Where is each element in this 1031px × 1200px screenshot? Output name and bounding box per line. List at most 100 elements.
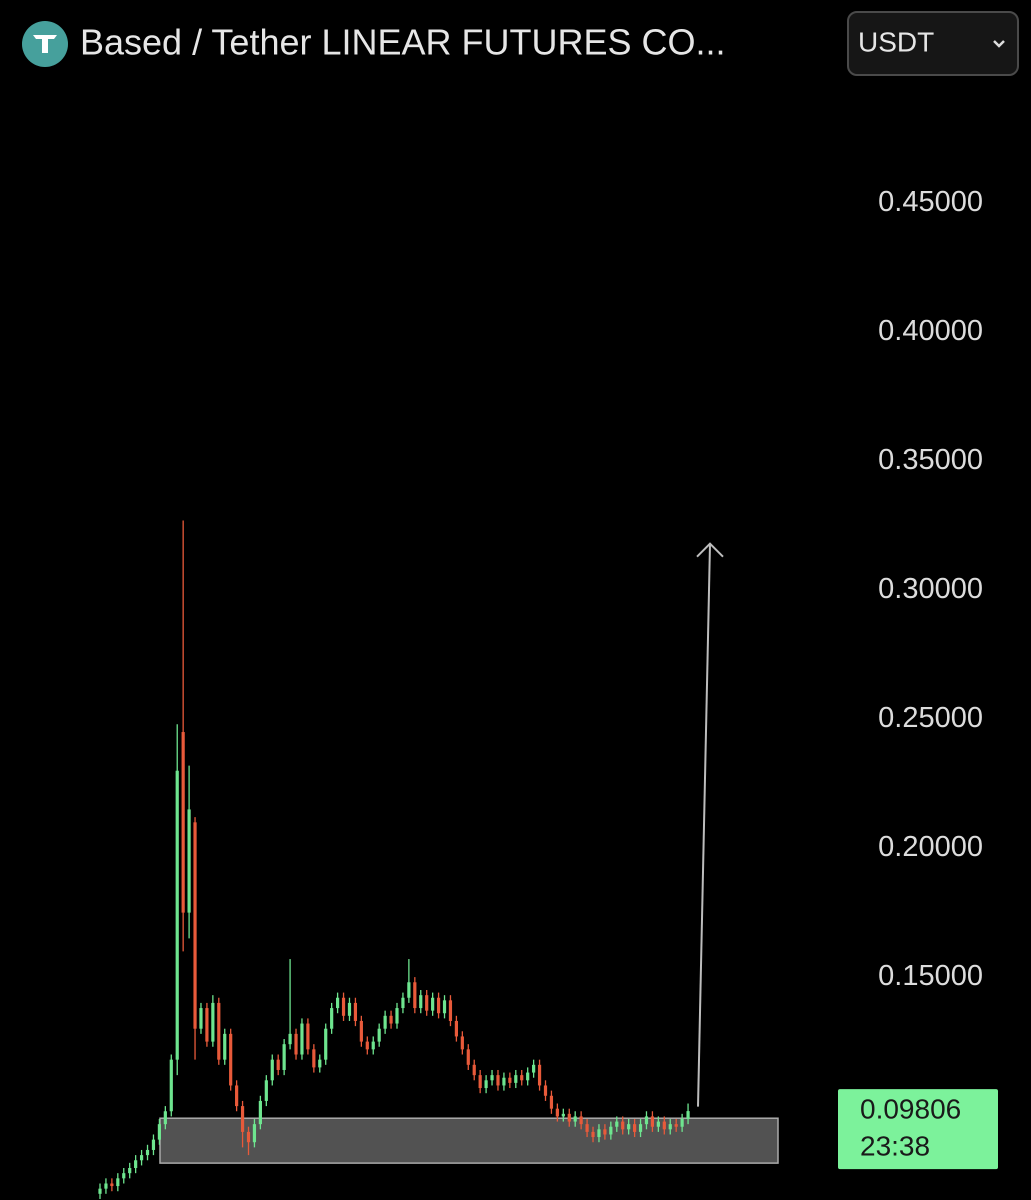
candle-body bbox=[484, 1080, 488, 1089]
candle-body bbox=[537, 1064, 542, 1086]
candle-body bbox=[555, 1108, 559, 1117]
candle-body bbox=[466, 1049, 470, 1065]
candle-body bbox=[270, 1059, 274, 1081]
candle-body bbox=[336, 997, 340, 1009]
candle-body bbox=[347, 1002, 352, 1016]
candle-body bbox=[246, 1131, 251, 1143]
header: Based / Tether LINEAR FUTURES CO... USDT bbox=[22, 11, 1019, 76]
candle-body bbox=[324, 1028, 328, 1060]
candle-body bbox=[496, 1075, 500, 1086]
candle-body bbox=[573, 1116, 577, 1122]
candle-body bbox=[151, 1139, 156, 1150]
candle-body bbox=[674, 1124, 678, 1127]
candle-body bbox=[169, 1059, 173, 1112]
candle-body bbox=[187, 809, 191, 913]
candle-body bbox=[294, 1033, 298, 1055]
candle-body bbox=[282, 1044, 286, 1070]
candle-body bbox=[312, 1049, 316, 1068]
candle-body bbox=[300, 1023, 304, 1055]
candle-body bbox=[478, 1075, 482, 1089]
y-tick-label: 0.30000 bbox=[878, 573, 983, 605]
candle-body bbox=[448, 1000, 453, 1021]
candle-body bbox=[668, 1124, 672, 1130]
price-tag bbox=[838, 1089, 998, 1170]
candle-body bbox=[567, 1113, 571, 1122]
candle-body bbox=[128, 1168, 132, 1174]
candle-body bbox=[514, 1075, 518, 1083]
candle-body bbox=[603, 1129, 607, 1135]
select-chevron[interactable] bbox=[993, 40, 1005, 48]
candle-body bbox=[359, 1020, 363, 1042]
candle-body bbox=[205, 1008, 209, 1042]
candle-body bbox=[532, 1064, 536, 1073]
candle-body bbox=[306, 1023, 310, 1050]
candle-body bbox=[199, 1008, 203, 1029]
candle-body bbox=[353, 1002, 358, 1021]
candle-body bbox=[680, 1118, 684, 1127]
candle-body bbox=[413, 982, 417, 1009]
candle-body bbox=[431, 997, 435, 1011]
candle-body bbox=[98, 1188, 102, 1194]
candle-body bbox=[229, 1033, 233, 1086]
candle-body bbox=[615, 1121, 619, 1127]
coin-logo-glyph bbox=[33, 35, 57, 53]
candle-body bbox=[258, 1100, 262, 1125]
candle-body bbox=[193, 822, 197, 1029]
candle-body bbox=[585, 1124, 589, 1132]
candle-body bbox=[110, 1183, 114, 1187]
candle-body bbox=[264, 1080, 268, 1101]
candle-body bbox=[579, 1116, 583, 1125]
candle-body bbox=[644, 1116, 649, 1125]
candle-body bbox=[633, 1124, 637, 1132]
y-tick-label: 0.20000 bbox=[878, 831, 983, 863]
candle-body bbox=[591, 1131, 595, 1138]
select-box[interactable] bbox=[847, 11, 1019, 76]
candle-body bbox=[252, 1124, 257, 1143]
price-label: 0.09806 bbox=[860, 1093, 961, 1124]
y-tick-label: 0.35000 bbox=[878, 444, 983, 476]
candle-body bbox=[365, 1041, 369, 1050]
countdown-label: 23:38 bbox=[860, 1130, 930, 1161]
candle-body bbox=[288, 1033, 292, 1045]
candle-body bbox=[217, 1002, 221, 1060]
candle-body bbox=[502, 1077, 506, 1086]
candle-body bbox=[104, 1183, 108, 1189]
candle-body bbox=[139, 1155, 144, 1161]
candle-body bbox=[175, 770, 179, 1060]
y-tick-label: 0.25000 bbox=[878, 702, 983, 734]
candle-body bbox=[561, 1113, 565, 1117]
plot-area: 0.15000 0.20000 0.25000 0.30000 0.35000 0.400… bbox=[98, 186, 998, 1199]
candle-body bbox=[621, 1121, 625, 1130]
candle-body bbox=[526, 1072, 530, 1081]
select-label[interactable]: USDT bbox=[858, 26, 934, 57]
candle-body bbox=[472, 1064, 476, 1076]
currency-select[interactable]: USDT bbox=[847, 11, 1019, 76]
candle-body bbox=[134, 1160, 138, 1169]
arrow-head bbox=[696, 542, 724, 558]
candle-body bbox=[460, 1036, 464, 1050]
candle-body bbox=[223, 1033, 227, 1060]
candle-body bbox=[609, 1126, 613, 1135]
candle-body bbox=[686, 1111, 690, 1119]
y-tick-label: 0.15000 bbox=[878, 960, 983, 992]
candle-body bbox=[330, 1008, 334, 1029]
candle-body bbox=[389, 1015, 393, 1024]
candle-body bbox=[240, 1106, 245, 1132]
candle-body bbox=[318, 1059, 322, 1068]
chart-title: Based / Tether LINEAR FUTURES CO... bbox=[80, 22, 726, 63]
candle-body bbox=[650, 1116, 655, 1127]
candle-body bbox=[436, 997, 441, 1014]
candle-body bbox=[597, 1129, 601, 1138]
y-tick-label: 0.40000 bbox=[878, 315, 983, 347]
candle-body bbox=[549, 1095, 554, 1109]
candle-body bbox=[181, 732, 185, 913]
candle-body bbox=[407, 982, 411, 998]
support-zone bbox=[159, 1117, 779, 1164]
candle-body bbox=[442, 1000, 447, 1014]
candle-body bbox=[490, 1075, 494, 1081]
candle-body bbox=[276, 1059, 280, 1070]
candle-body bbox=[341, 997, 346, 1016]
candle-body bbox=[425, 995, 429, 1011]
